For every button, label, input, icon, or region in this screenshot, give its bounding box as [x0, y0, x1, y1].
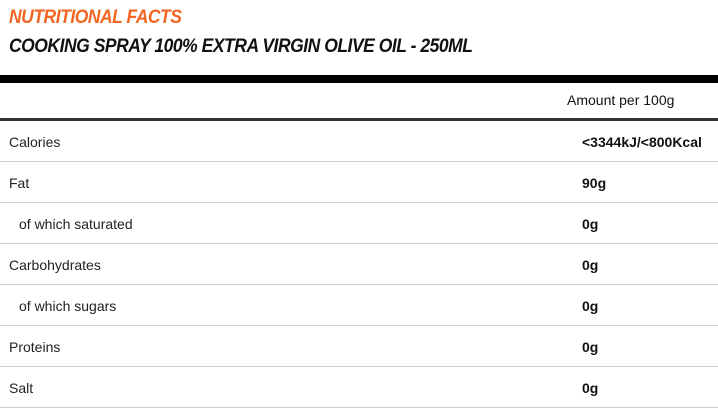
row-label: Salt — [9, 380, 34, 396]
row-label: Calories — [9, 134, 61, 150]
row-value: 0g — [582, 257, 599, 273]
nutrition-table: Calories <3344kJ/<800Kcal Fat 90g of which s… — [0, 121, 718, 408]
table-header: Amount per 100g — [0, 83, 718, 121]
row-value: <3344kJ/<800Kcal — [582, 134, 702, 150]
row-value: 0g — [582, 298, 599, 314]
row-label: of which sugars — [19, 298, 117, 314]
product-title: COOKING SPRAY 100% EXTRA VIRGIN OLIVE OI… — [9, 36, 473, 57]
divider — [0, 75, 718, 83]
row-label: Proteins — [9, 339, 61, 355]
row-value: 0g — [582, 339, 599, 355]
row-value: 0g — [582, 216, 599, 232]
table-row: Proteins 0g — [0, 326, 718, 367]
row-label: Carbohydrates — [9, 257, 101, 273]
column-header: Amount per 100g — [567, 92, 675, 108]
row-label: Fat — [9, 175, 30, 191]
table-row: Carbohydrates 0g — [0, 244, 718, 285]
table-row: of which saturated 0g — [0, 203, 718, 244]
section-title: NUTRITIONAL FACTS — [9, 7, 182, 28]
row-label: of which saturated — [19, 216, 133, 232]
table-row: Calories <3344kJ/<800Kcal — [0, 121, 718, 162]
table-row: of which sugars 0g — [0, 285, 718, 326]
table-row: Fat 90g — [0, 162, 718, 203]
table-row: Salt 0g — [0, 367, 718, 408]
row-value: 90g — [582, 175, 607, 191]
row-value: 0g — [582, 380, 599, 396]
